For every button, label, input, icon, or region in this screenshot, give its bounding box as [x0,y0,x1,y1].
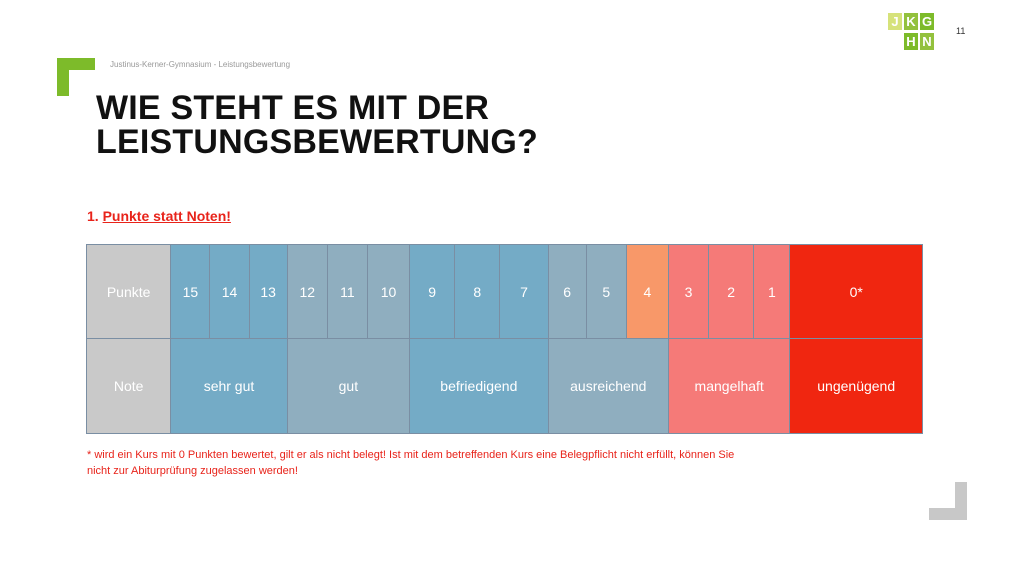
grade-cell: ausreichend [547,338,669,434]
points-cell: 1 [753,244,791,339]
grade-cell: ungenügend [789,338,923,434]
points-cell: 8 [454,244,501,339]
points-cell: 11 [326,244,368,339]
page-number: 11 [956,26,966,36]
page-title: WIE STEHT ES MIT DER LEISTUNGSBEWERTUNG? [96,91,538,159]
grade-cell: befriedigend [409,338,549,434]
points-cell: 7 [499,244,549,339]
footnote: * wird ein Kurs mit 0 Punkten bewertet, … [87,447,847,479]
points-cell: 10 [366,244,411,339]
corner-accent-bottom-right [929,482,967,520]
grade-table: Punkte 15 14 13 12 11 10 9 8 7 6 5 4 3 2… [85,244,923,434]
points-cell: 13 [248,244,288,339]
points-cell: 14 [209,244,250,339]
section-label: Punkte statt Noten! [102,208,231,224]
points-cell: 4 [625,244,669,339]
grade-cell: sehr gut [170,338,288,434]
points-cell: 2 [708,244,755,339]
corner-accent-bar [955,482,967,520]
logo-letter: H [904,33,918,50]
logo-letter: J [888,13,902,30]
corner-accent-bar [57,58,69,96]
points-cell: 15 [170,244,211,339]
header-subtitle: Justinus-Kerner-Gymnasium - Leistungsbew… [110,60,291,69]
footnote-line: nicht zur Abiturprüfung zugelassen werde… [87,465,298,477]
footnote-line: * wird ein Kurs mit 0 Punkten bewertet, … [87,449,735,461]
logo-letter: G [920,13,934,30]
points-row: Punkte 15 14 13 12 11 10 9 8 7 6 5 4 3 2… [85,244,923,339]
grades-row: Note sehr gut gut befriedigend ausreiche… [85,338,923,434]
logo-letter: K [904,13,918,30]
page-title-line: LEISTUNGSBEWERTUNG? [96,123,539,161]
points-cell: 5 [585,244,627,339]
points-cell: 9 [409,244,456,339]
points-cell: 0* [789,244,923,339]
section-number: 1. [87,208,99,224]
points-cell: 12 [286,244,328,339]
section-heading: 1. Punkte statt Noten! [87,208,231,224]
points-cell: 6 [547,244,587,339]
points-cell: 3 [667,244,710,339]
corner-accent-top-left [57,58,95,96]
row-header-note: Note [85,338,172,434]
school-logo: J K G H N [888,12,936,52]
grade-cell: gut [286,338,411,434]
page-title-line: WIE STEHT ES MIT DER [96,89,490,127]
grade-cell: mangelhaft [667,338,791,434]
logo-letter: N [920,33,934,50]
row-header-punkte: Punkte [85,244,172,339]
